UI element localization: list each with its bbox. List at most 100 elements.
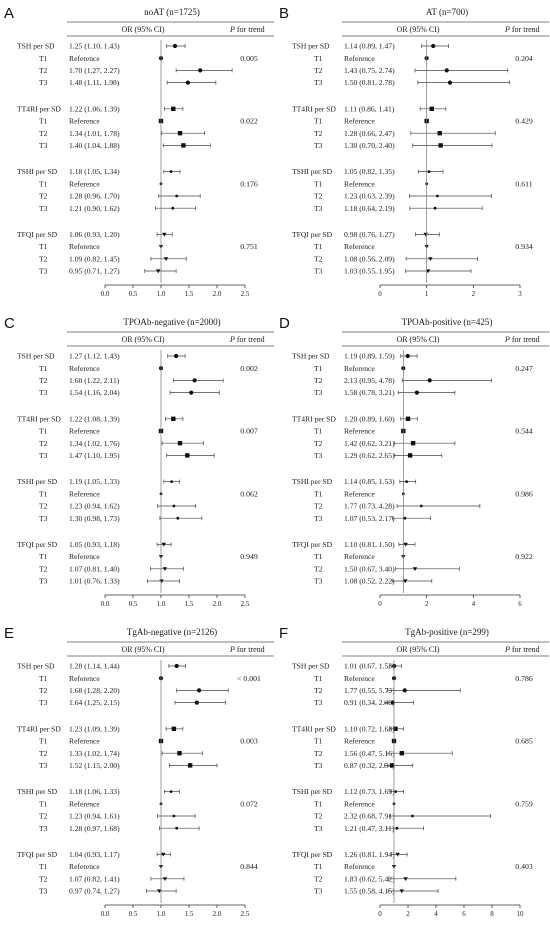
row-or-ci: 1.77 (0.73, 4.28) (344, 502, 395, 511)
point-estimate (411, 814, 414, 818)
row-label: TT4RI per SD (17, 724, 61, 733)
row-label: T2 (314, 376, 323, 385)
x-tick-label: 0.0 (101, 290, 110, 298)
row-or-ci: 1.18 (1.05, 1.34) (69, 167, 120, 176)
point-estimate (412, 567, 418, 571)
row-or-ci: Reference (344, 54, 375, 63)
row-label: T3 (39, 388, 48, 397)
p-trend-value: 0.002 (240, 364, 258, 373)
p-trend-value: 0.786 (515, 674, 533, 683)
row-or-ci: 1.14 (0.85, 1.53) (344, 477, 395, 486)
point-estimate (198, 68, 203, 73)
point-estimate (192, 378, 197, 383)
p-rest: for trend (510, 645, 540, 654)
point-estimate (447, 80, 453, 85)
point-estimate (161, 542, 166, 547)
forest-panel-e: E TgAb-negative (n=2126) OR (95% CI) P for … (4, 625, 274, 918)
x-tick-label: 0.5 (129, 910, 138, 918)
row-label: T1 (39, 799, 48, 808)
point-estimate (156, 269, 161, 274)
row-label: T1 (314, 674, 323, 683)
x-tick-label: 0 (378, 290, 382, 298)
point-estimate (405, 353, 410, 359)
point-estimate (170, 480, 174, 483)
point-estimate (189, 390, 194, 395)
point-estimate (389, 763, 395, 768)
point-estimate (395, 852, 400, 857)
row-or-ci: 1.09 (0.82, 1.45) (69, 254, 120, 263)
column-header-or: OR (95% CI) (396, 25, 439, 34)
point-estimate (187, 763, 193, 768)
x-tick-label: 2.0 (213, 290, 222, 298)
p-trend-value: 0.934 (515, 242, 533, 251)
row-label: TT4RI per SD (292, 104, 336, 113)
row-label: TSH per SD (17, 662, 55, 671)
row-label: T3 (314, 887, 323, 896)
row-label: T1 (39, 552, 48, 561)
row-label: T1 (314, 552, 323, 561)
row-label: T3 (39, 451, 48, 460)
p-letter: P (504, 25, 510, 34)
point-estimate (163, 257, 169, 261)
row-or-ci: 1.28 (0.66, 2.47) (344, 129, 395, 138)
row-or-ci: 1.48 (1.11, 1.98) (69, 78, 120, 87)
row-label: T2 (314, 749, 323, 758)
x-tick-label: 0 (378, 910, 382, 918)
row-label: T3 (314, 388, 323, 397)
row-label: T3 (314, 761, 323, 770)
row-or-ci: 1.01 (0.67, 1.53) (344, 662, 395, 671)
row-or-ci: 1.70 (1.27, 2.27) (69, 66, 120, 75)
panel-title: TgAb-negative (n=2126) (127, 627, 217, 637)
point-estimate (177, 131, 183, 136)
row-or-ci: 1.07 (0.82, 1.41) (69, 874, 120, 883)
p-trend-value: 0.544 (515, 427, 533, 436)
row-label: T3 (314, 514, 323, 523)
x-tick-label: 8 (490, 910, 494, 918)
x-tick-label: 1.0 (157, 600, 166, 608)
row-label: T3 (314, 141, 323, 150)
row-label: T3 (39, 824, 48, 833)
row-label: TSHI per SD (292, 787, 333, 796)
row-or-ci: 1.22 (1.06, 1.39) (69, 104, 120, 113)
row-or-ci: Reference (69, 799, 100, 808)
row-or-ci: 2.13 (0.95, 4.78) (344, 376, 395, 385)
row-or-ci: 1.34 (1.02, 1.76) (69, 439, 120, 448)
row-or-ci: 1.58 (0.78, 3.21) (344, 388, 395, 397)
p-trend-value: 0.005 (240, 54, 258, 63)
row-label: T1 (314, 54, 323, 63)
row-or-ci: Reference (69, 674, 100, 683)
point-estimate (161, 852, 166, 857)
point-estimate (405, 480, 408, 483)
row-label: T2 (314, 812, 323, 821)
point-estimate (194, 700, 199, 705)
point-estimate (444, 68, 449, 73)
row-label: T3 (314, 78, 323, 87)
panel-title: TgAb-positive (n=299) (405, 627, 489, 637)
row-label: T1 (314, 489, 323, 498)
row-or-ci: Reference (344, 674, 375, 683)
row-label: T2 (39, 749, 48, 758)
row-label: T2 (39, 439, 48, 448)
row-or-ci: Reference (344, 799, 375, 808)
row-or-ci: 1.03 (0.55, 1.95) (344, 267, 395, 276)
point-estimate (196, 688, 202, 693)
row-label: TSHI per SD (292, 167, 333, 176)
row-or-ci: Reference (344, 862, 375, 871)
point-estimate (171, 416, 176, 421)
row-or-ci: 1.18 (0.64, 2.19) (344, 204, 395, 213)
panel-letter: B (279, 5, 289, 22)
point-estimate (169, 790, 173, 793)
point-estimate (393, 726, 398, 731)
row-label: T3 (314, 204, 323, 213)
row-label: T2 (314, 564, 323, 573)
row-label: T1 (39, 862, 48, 871)
column-header-p-trend: P for trend (229, 25, 265, 34)
row-label: T1 (39, 364, 48, 373)
row-or-ci: 1.55 (0.58, 4.15) (344, 887, 395, 896)
x-tick-label: 6 (462, 910, 466, 918)
row-or-ci: 1.40 (1.04, 1.88) (69, 141, 120, 150)
x-tick-label: 4 (434, 910, 438, 918)
row-label: T1 (39, 242, 48, 251)
row-or-ci: 1.05 (0.82, 1.35) (344, 167, 395, 176)
